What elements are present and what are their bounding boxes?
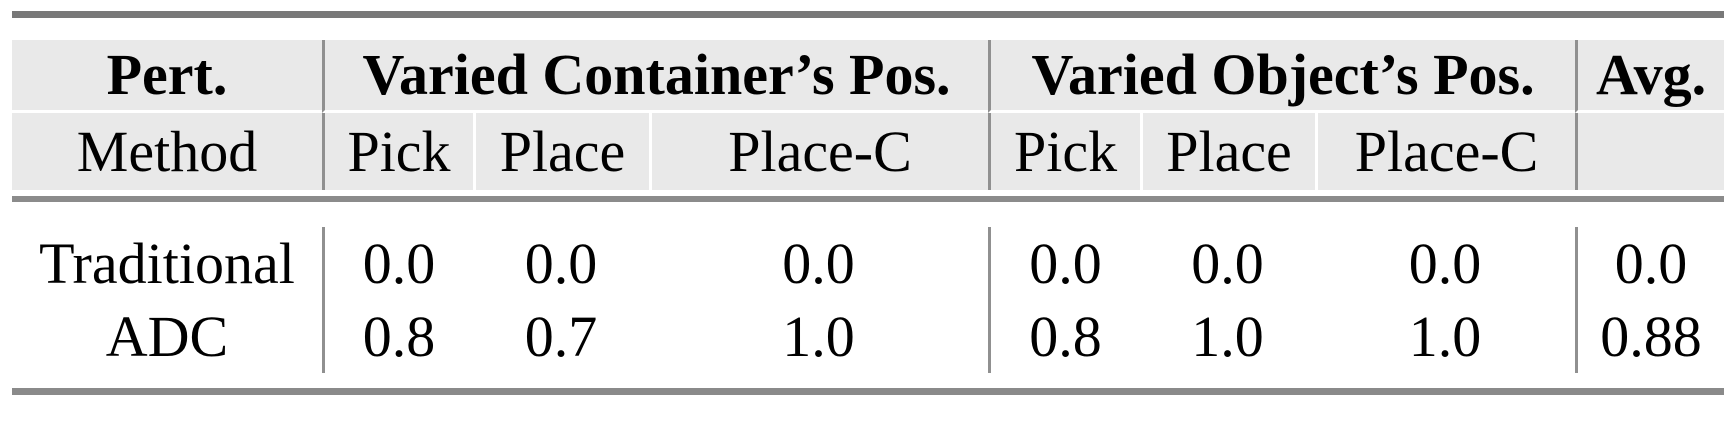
cell-traditional-avg: 0.0 <box>1575 227 1724 300</box>
table-mid-rule <box>12 196 1724 202</box>
cell-traditional-object-place-c: 0.0 <box>1315 227 1575 300</box>
cell-adc-object-pick: 0.8 <box>988 300 1140 373</box>
header-method: Method <box>12 113 322 190</box>
cell-adc-container-place: 0.7 <box>473 300 649 373</box>
cell-traditional-object-place: 0.0 <box>1140 227 1315 300</box>
table-header: Pert. Varied Container’s Pos. Varied Obj… <box>12 40 1725 190</box>
table-row-adc: ADC 0.8 0.7 1.0 0.8 1.0 1.0 0.88 <box>12 300 1724 373</box>
header-row-groups: Pert. Varied Container’s Pos. Varied Obj… <box>12 40 1725 113</box>
table-row-traditional: Traditional 0.0 0.0 0.0 0.0 0.0 0.0 0.0 <box>12 227 1724 300</box>
table-top-rule <box>12 11 1724 18</box>
row-method-label: ADC <box>12 300 322 373</box>
cell-adc-container-place-c: 1.0 <box>649 300 988 373</box>
cell-traditional-container-place-c: 0.0 <box>649 227 988 300</box>
header-pert: Pert. <box>12 40 322 113</box>
cell-traditional-container-pick: 0.0 <box>322 227 473 300</box>
table-body: Traditional 0.0 0.0 0.0 0.0 0.0 0.0 0.0 … <box>12 227 1724 373</box>
cell-adc-object-place-c: 1.0 <box>1315 300 1575 373</box>
subheader-container-place-c: Place-C <box>649 113 989 190</box>
cell-traditional-container-place: 0.0 <box>473 227 649 300</box>
subheader-container-pick: Pick <box>322 113 473 190</box>
cell-adc-object-place: 1.0 <box>1140 300 1315 373</box>
table-bottom-rule <box>12 388 1724 395</box>
header-avg-empty <box>1575 113 1725 190</box>
subheader-object-pick: Pick <box>988 113 1141 190</box>
cell-adc-avg: 0.88 <box>1575 300 1724 373</box>
cell-traditional-object-pick: 0.0 <box>988 227 1140 300</box>
row-method-label: Traditional <box>12 227 322 300</box>
subheader-object-place: Place <box>1140 113 1316 190</box>
header-row-subcolumns: Method Pick Place Place-C Pick Place Pla… <box>12 113 1725 190</box>
group-header-varied-object-pos: Varied Object’s Pos. <box>988 40 1576 113</box>
group-header-varied-container-pos: Varied Container’s Pos. <box>322 40 989 113</box>
subheader-container-place: Place <box>473 113 649 190</box>
header-avg: Avg. <box>1575 40 1725 113</box>
cell-adc-container-pick: 0.8 <box>322 300 473 373</box>
subheader-object-place-c: Place-C <box>1315 113 1576 190</box>
